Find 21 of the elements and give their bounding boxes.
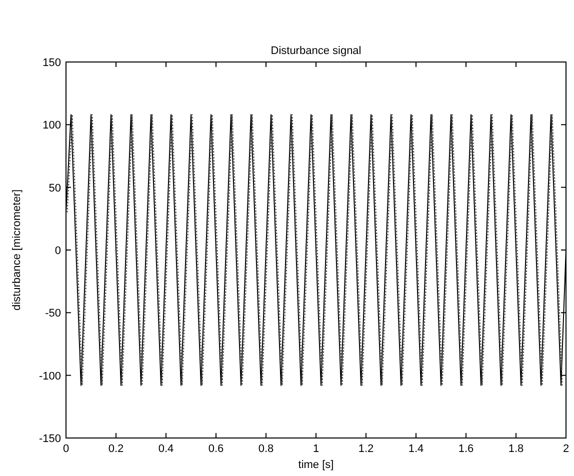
x-tick-label: 1	[312, 443, 320, 455]
y-tick-label: 0	[54, 245, 61, 257]
y-tick-label: 100	[42, 120, 61, 132]
y-axis-title: disturbance [micrometer]	[11, 189, 23, 311]
x-tick-label: 2	[562, 443, 570, 455]
x-tick-label: 0.4	[158, 443, 174, 455]
x-tick-label: 0.6	[208, 443, 224, 455]
x-axis-title: time [s]	[298, 459, 334, 471]
chart-title: Disturbance signal	[270, 45, 362, 57]
x-tick-label: 1.2	[358, 443, 374, 455]
y-tick-label: -150	[38, 433, 61, 445]
x-tick-label: 1.8	[508, 443, 524, 455]
x-tick-label: 0.8	[258, 443, 274, 455]
y-tick-label: -100	[38, 370, 61, 382]
y-tick-label: -50	[45, 308, 61, 320]
x-tick-label: 1.4	[408, 443, 424, 455]
x-tick-label: 1.6	[458, 443, 474, 455]
y-tick-label: 50	[48, 182, 61, 194]
x-tick-label: 0	[62, 443, 70, 455]
x-tick-label: 0.2	[108, 443, 124, 455]
y-tick-label: 150	[42, 57, 61, 69]
